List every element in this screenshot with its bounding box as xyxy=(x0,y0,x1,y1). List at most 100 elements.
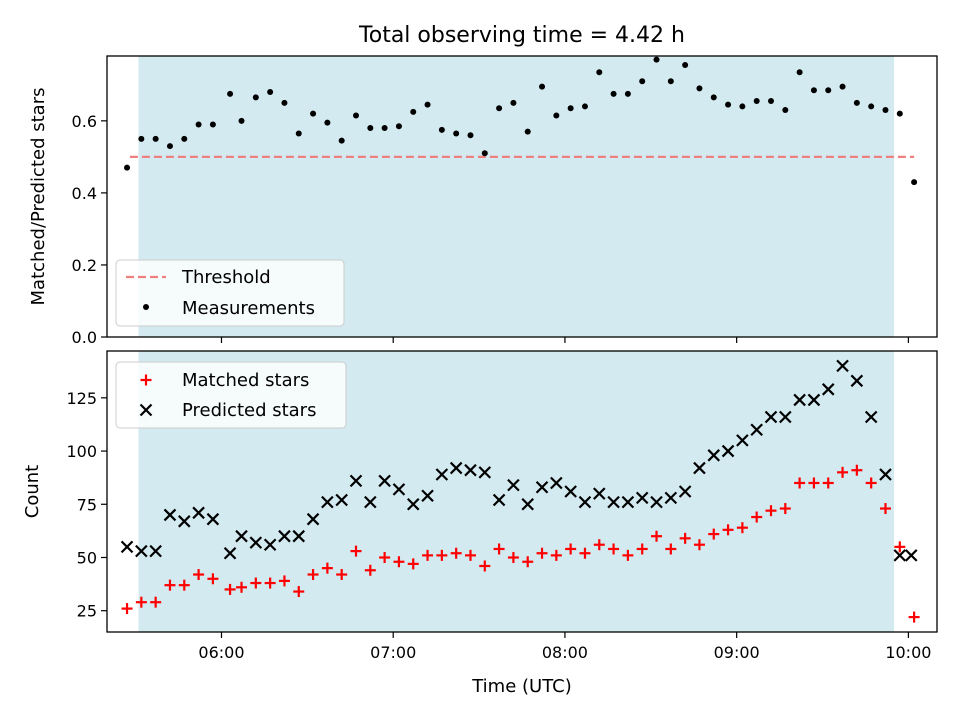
x-axis-label: Time (UTC) xyxy=(471,676,572,697)
predicted-point xyxy=(807,393,821,407)
measurement-point xyxy=(610,90,617,97)
predicted-point-b xyxy=(635,491,649,505)
measurement-point xyxy=(353,112,359,119)
predicted-point-b xyxy=(664,491,678,505)
matched-point xyxy=(193,569,205,581)
predicted-point xyxy=(650,495,663,509)
measurement-point xyxy=(310,110,317,117)
matched-point xyxy=(679,532,691,544)
measurement-point xyxy=(166,143,173,150)
predicted-point xyxy=(263,538,277,551)
measurement-point xyxy=(782,107,789,114)
measurement-point xyxy=(825,87,832,94)
measurement-point xyxy=(381,125,388,132)
matched-point xyxy=(150,596,162,608)
predicted-point xyxy=(449,461,463,475)
matched-point xyxy=(808,477,820,489)
predicted-point xyxy=(163,508,177,522)
x-tick-label: 09:00 xyxy=(714,643,760,662)
predicted-point xyxy=(192,506,205,520)
predicted-point-b xyxy=(893,549,907,562)
measurement-point xyxy=(553,112,560,119)
bottom-axes-frame xyxy=(106,350,938,633)
bottom-panel: 25 50 75 100 125 06:00 07:00 08:00 09:00 10:00 Co… xyxy=(22,350,938,662)
predicted-point xyxy=(793,393,806,407)
matched-point xyxy=(393,556,405,568)
measurement-point xyxy=(581,103,588,110)
measurement-point xyxy=(227,90,234,97)
predicted-point-b xyxy=(292,529,306,543)
predicted-stars-points xyxy=(120,359,918,562)
measurement-point xyxy=(138,135,145,142)
measurement-point xyxy=(710,94,717,101)
predicted-point xyxy=(664,491,678,505)
measurement-point xyxy=(639,78,646,85)
predicted-point xyxy=(321,495,334,509)
top-y-axis-label: Matched/Predicted stars xyxy=(28,88,49,306)
measurement-point xyxy=(510,99,517,106)
bottom-y-tick-label: 125 xyxy=(66,389,97,408)
matched-point xyxy=(794,477,806,489)
matched-point xyxy=(364,564,376,576)
measurement-point xyxy=(725,101,732,108)
predicted-point-b xyxy=(693,461,706,475)
matched-point xyxy=(665,543,677,555)
predicted-point xyxy=(335,493,348,507)
top-y-tick-label: 0.2 xyxy=(72,256,97,275)
predicted-point-b xyxy=(263,538,277,551)
measurement-point xyxy=(424,101,431,108)
top-axis-ticks: 0.0 0.2 0.4 0.6 xyxy=(72,112,909,347)
measurement-point xyxy=(839,83,846,90)
threshold-legend-label: Threshold xyxy=(181,267,271,288)
predicted-point xyxy=(478,466,492,479)
predicted-point-b xyxy=(335,493,348,507)
predicted-point xyxy=(564,485,577,498)
predicted-point xyxy=(464,463,477,477)
matched-point xyxy=(865,477,877,489)
predicted-point xyxy=(550,476,563,490)
predicted-point xyxy=(421,489,434,503)
measurement-point xyxy=(410,108,417,115)
measurement-point xyxy=(810,87,817,94)
x-tick-label: 10:00 xyxy=(885,643,931,662)
predicted-point-b xyxy=(592,487,606,500)
predicted-point-b xyxy=(278,529,291,543)
measurement-point xyxy=(596,69,603,76)
measurement-point xyxy=(868,103,875,110)
measurement-point xyxy=(281,99,288,106)
predicted-point xyxy=(821,383,835,396)
matched-point xyxy=(207,573,219,585)
matched-legend-swatch xyxy=(140,374,152,386)
bottom-legend-box xyxy=(115,361,347,429)
predicted-point-b xyxy=(177,515,191,528)
predicted-point xyxy=(879,468,892,481)
predicted-point xyxy=(521,497,535,511)
predicted-point xyxy=(607,495,620,509)
bottom-y-tick-label: 100 xyxy=(66,442,97,461)
bottom-y-tick-label: 50 xyxy=(77,548,97,567)
measurement-point xyxy=(524,128,531,135)
measurement-point xyxy=(467,132,474,139)
measurement-point xyxy=(338,137,345,144)
predicted-point-b xyxy=(149,544,162,558)
matched-stars-points xyxy=(121,464,920,623)
predicted-point-b xyxy=(607,495,620,509)
matched-point xyxy=(250,577,262,589)
predicted-point-b xyxy=(364,495,377,509)
predicted-point-b xyxy=(764,410,778,424)
top-panel: 0.0 0.2 0.4 0.6 Matched/Predicted stars Thr… xyxy=(28,55,938,347)
predicted-point xyxy=(721,444,735,458)
measurement-point xyxy=(195,121,202,128)
matched-point xyxy=(565,543,577,555)
predicted-legend-marker xyxy=(139,403,153,417)
matched-point xyxy=(450,547,462,559)
matched-point xyxy=(837,466,849,478)
predicted-point-b xyxy=(435,468,449,481)
matched-point xyxy=(479,560,491,572)
measurement-point xyxy=(209,121,216,128)
predicted-point-b xyxy=(750,423,763,437)
x-tick-label: 06:00 xyxy=(198,643,244,662)
matched-point xyxy=(879,503,891,515)
predicted-point xyxy=(904,549,918,562)
predicted-point-b xyxy=(779,410,792,424)
